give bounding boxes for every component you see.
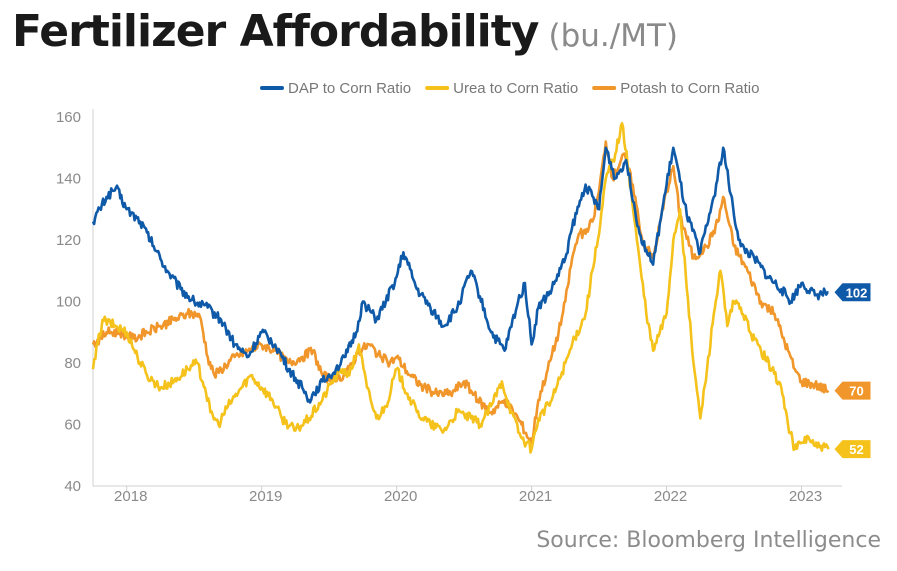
x-tick-label: 2020 (384, 488, 417, 505)
series-line-potash-to-corn-ratio (91, 140, 830, 445)
legend-label: Potash to Corn Ratio (620, 80, 759, 97)
chart-title: Fertilizer Affordability (12, 6, 539, 57)
series-line-dap-to-corn-ratio (91, 146, 829, 404)
y-tick-label: 60 (64, 417, 81, 434)
x-tick-label: 2019 (249, 488, 282, 505)
end-label-value: 70 (849, 384, 863, 399)
end-labels: 102 52 70 (834, 283, 871, 459)
chart-title-group: Fertilizer Affordability (bu./MT) (12, 6, 678, 57)
y-tick-label: 80 (64, 355, 81, 372)
series-lines (91, 121, 830, 454)
legend-label: DAP to Corn Ratio (288, 80, 411, 97)
end-label-value: 102 (846, 285, 868, 300)
y-tick-label: 140 (56, 171, 81, 188)
y-tick-label: 40 (64, 478, 81, 495)
x-tick-label: 2023 (789, 488, 822, 505)
y-tick-label: 120 (56, 232, 81, 249)
x-tick-label: 2021 (519, 488, 552, 505)
chart-subtitle: (bu./MT) (548, 18, 678, 54)
end-label-value: 52 (849, 442, 863, 457)
y-tick-label: 160 (56, 109, 81, 126)
x-tick-label: 2018 (114, 488, 147, 505)
end-label-tag (834, 283, 871, 302)
axes: 40 60 80 100 120 140 160 2018 2019 2020 2021 2022 20… (56, 109, 842, 505)
source-note: Source: Bloomberg Intelligence (536, 528, 881, 553)
series-line-urea-to-corn-ratio (91, 121, 830, 454)
x-tick-label: 2022 (654, 488, 687, 505)
end-label-tag (834, 381, 871, 400)
legend-label: Urea to Corn Ratio (453, 80, 578, 97)
end-label-tag (834, 440, 871, 459)
y-tick-label: 100 (56, 294, 81, 311)
legend: DAP to Corn Ratio Urea to Corn Ratio Potas… (260, 80, 759, 97)
